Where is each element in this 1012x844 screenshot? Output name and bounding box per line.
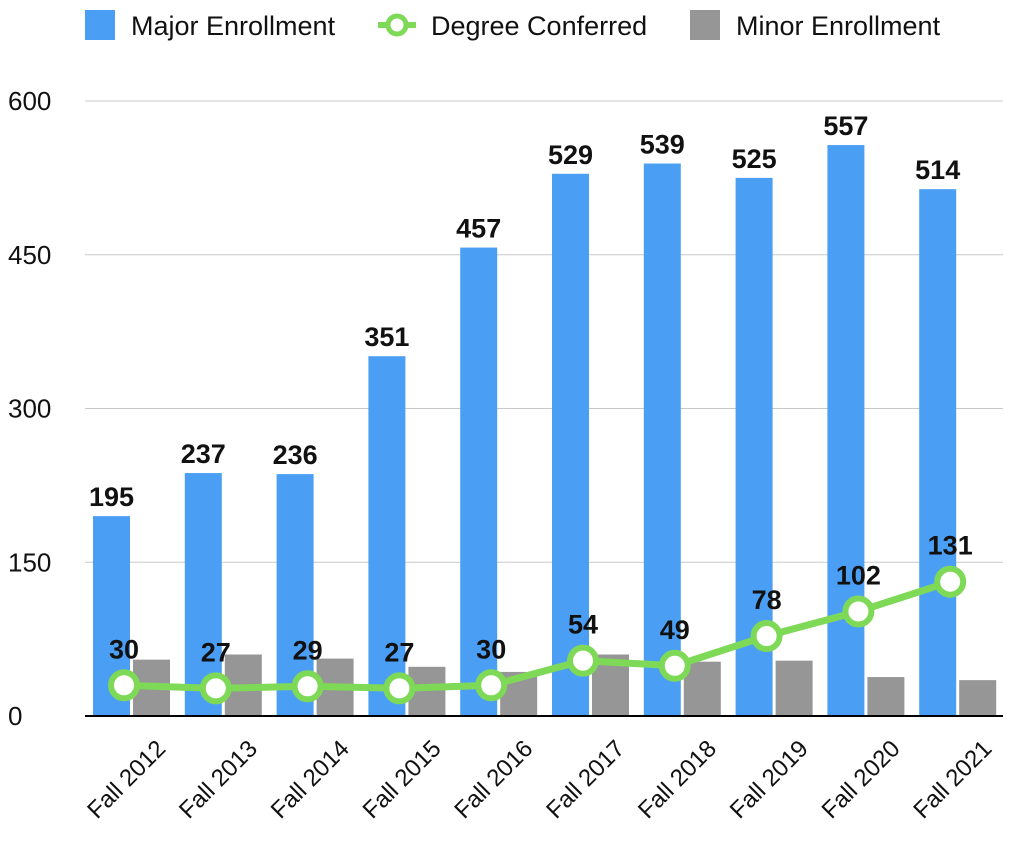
bar-major-enrollment [460, 247, 498, 716]
x-tick-label: Fall 2020 [817, 735, 906, 824]
legend-marker [385, 13, 409, 37]
legend-label: Minor Enrollment [736, 11, 941, 41]
bar-major-enrollment [368, 356, 406, 716]
y-tick-label: 450 [8, 240, 51, 270]
point-degree-conferred [567, 644, 599, 677]
data-label-major: 457 [456, 214, 501, 244]
x-tick-label: Fall 2014 [266, 735, 355, 824]
legend-label: Major Enrollment [131, 11, 336, 41]
point-degree-conferred [199, 672, 232, 705]
data-label-degree: 78 [752, 585, 782, 615]
x-tick-label: Fall 2015 [358, 735, 447, 824]
data-label-degree: 49 [660, 615, 690, 645]
bar-major-enrollment [919, 189, 957, 716]
point-degree-conferred [475, 669, 508, 702]
bar-major-enrollment [552, 173, 589, 716]
legend-swatch [85, 10, 115, 40]
data-label-degree: 102 [836, 560, 881, 590]
point-degree-conferred [658, 649, 691, 682]
data-label-major: 557 [823, 111, 868, 141]
y-tick-label: 150 [8, 547, 51, 577]
point-degree-conferred [750, 620, 783, 653]
y-tick-label: 300 [8, 394, 51, 424]
data-label-degree: 29 [293, 635, 323, 665]
point-degree-conferred [842, 595, 875, 628]
data-label-degree: 131 [928, 531, 973, 561]
bar-minor-enrollment [959, 680, 997, 716]
x-tick-label: Fall 2013 [174, 735, 263, 824]
x-tick-label: Fall 2016 [449, 735, 538, 824]
data-label-major: 539 [640, 130, 685, 160]
point-degree-conferred [383, 672, 416, 705]
y-tick-label: 600 [8, 86, 51, 116]
x-tick-label: Fall 2021 [908, 735, 997, 824]
legend-swatch [690, 10, 720, 40]
bar-major-enrollment [827, 145, 865, 716]
bar-minor-enrollment [775, 660, 813, 716]
bar-minor-enrollment [867, 677, 905, 716]
data-label-major: 514 [915, 155, 960, 185]
bar-major-enrollment [643, 163, 681, 716]
y-tick-label: 0 [8, 701, 22, 731]
x-tick-label: Fall 2019 [725, 735, 814, 824]
data-label-degree: 27 [384, 637, 414, 667]
data-label-degree: 27 [201, 637, 231, 667]
data-label-major: 351 [364, 322, 409, 352]
data-label-major: 529 [548, 140, 593, 170]
data-label-degree: 30 [109, 634, 139, 664]
data-label-major: 236 [273, 440, 318, 470]
x-tick-label: Fall 2018 [633, 735, 722, 824]
legend-label: Degree Conferred [431, 11, 647, 41]
data-label-degree: 54 [568, 610, 598, 640]
x-tick-label: Fall 2017 [541, 735, 630, 824]
data-label-major: 525 [732, 144, 777, 174]
point-degree-conferred [291, 670, 324, 703]
data-label-major: 195 [89, 482, 134, 512]
line-degree-conferred [120, 578, 954, 692]
point-degree-conferred [108, 669, 140, 702]
data-label-degree: 30 [476, 634, 506, 664]
point-degree-conferred [934, 565, 967, 598]
data-label-major: 237 [181, 439, 226, 469]
x-tick-label: Fall 2012 [82, 735, 171, 824]
